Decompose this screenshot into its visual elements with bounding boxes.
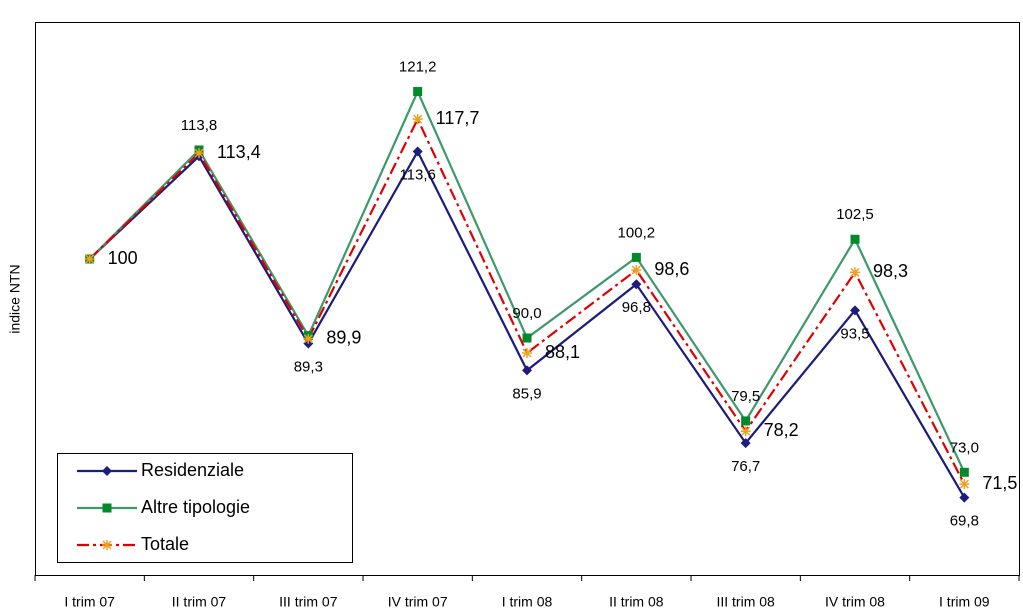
data-label: 121,2 [399, 58, 437, 75]
data-label: 113,4 [217, 142, 261, 162]
legend-marker [102, 503, 112, 513]
legend-label: Altre tipologie [141, 497, 250, 517]
legend-label: Residenziale [141, 460, 244, 480]
data-label: 98,3 [873, 261, 908, 281]
data-label: 78,2 [764, 420, 799, 440]
data-label: 113,6 [399, 167, 435, 184]
marker [631, 265, 642, 276]
legend-marker [102, 540, 112, 550]
data-label: 89,3 [294, 358, 323, 375]
series-line [88, 116, 966, 485]
data-label: 93,5 [840, 325, 869, 342]
x-tick-label: II trim 08 [609, 594, 664, 610]
x-tick-label: IV trim 07 [388, 594, 448, 610]
data-label: 73,0 [950, 439, 979, 456]
data-label: 79,5 [731, 388, 760, 405]
marker [850, 267, 860, 278]
data-label: 96,8 [622, 299, 651, 316]
x-tick-label: IV trim 08 [825, 594, 885, 610]
marker [194, 148, 204, 159]
marker [303, 333, 314, 344]
data-label: 100 [108, 248, 138, 268]
x-tick-label: I trim 09 [939, 594, 990, 610]
x-tick-label: II trim 07 [172, 594, 227, 610]
marker [741, 416, 751, 426]
legend-marker [102, 466, 112, 476]
marker [522, 365, 532, 376]
marker [740, 438, 751, 449]
data-label: 117,7 [436, 108, 480, 128]
marker [84, 254, 95, 264]
marker [412, 114, 423, 125]
series-line [88, 149, 966, 499]
data-label: 89,9 [326, 328, 361, 348]
data-label: 71,5 [982, 473, 1017, 493]
marker [631, 279, 642, 290]
x-tick-label: I trim 08 [502, 594, 553, 610]
marker [850, 234, 860, 244]
marker [412, 146, 423, 157]
x-tick-label: III trim 08 [716, 594, 775, 610]
x-tick-label: I trim 07 [64, 594, 115, 610]
data-label: 88,1 [545, 342, 580, 362]
marker [522, 333, 532, 343]
legend-label: Totale [141, 534, 189, 554]
marker [740, 426, 751, 437]
data-label: 90,0 [512, 305, 541, 322]
data-label: 76,7 [731, 458, 760, 475]
data-label: 69,8 [950, 513, 979, 530]
plot-frame [35, 22, 1020, 576]
data-label: 85,9 [512, 385, 541, 402]
x-tick-label: III trim 07 [279, 594, 338, 610]
marker [631, 252, 641, 262]
marker [850, 305, 860, 316]
legend: Residenziale Altre tipologie Totale [57, 453, 353, 563]
marker [522, 348, 532, 359]
y-axis-label: indice NTN [7, 264, 23, 333]
marker [959, 492, 970, 503]
marker [413, 87, 423, 97]
data-label: 98,6 [654, 259, 689, 279]
data-label: 100,2 [618, 224, 656, 241]
data-label: 102,5 [836, 206, 874, 223]
data-label: 113,8 [181, 117, 217, 134]
marker [959, 467, 969, 477]
marker [959, 479, 970, 490]
